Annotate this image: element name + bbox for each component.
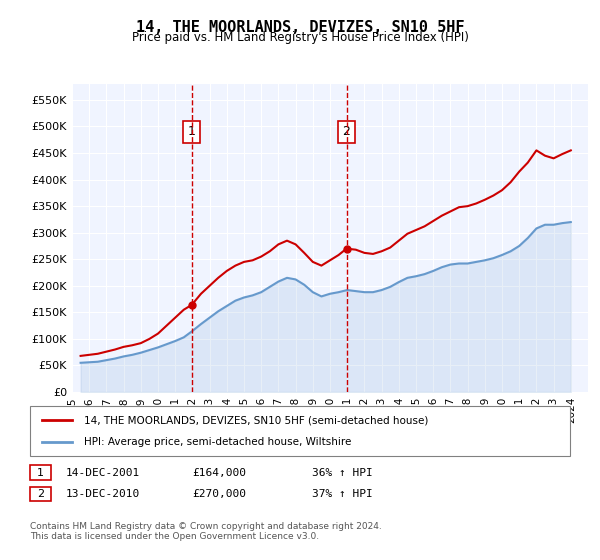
Text: 36% ↑ HPI: 36% ↑ HPI bbox=[312, 468, 373, 478]
Text: 2: 2 bbox=[343, 125, 350, 138]
Text: 1: 1 bbox=[37, 468, 44, 478]
Text: HPI: Average price, semi-detached house, Wiltshire: HPI: Average price, semi-detached house,… bbox=[84, 437, 352, 447]
Text: £270,000: £270,000 bbox=[192, 489, 246, 499]
Text: 37% ↑ HPI: 37% ↑ HPI bbox=[312, 489, 373, 499]
Text: 1: 1 bbox=[188, 125, 196, 138]
Text: 2: 2 bbox=[37, 489, 44, 499]
Text: 14-DEC-2001: 14-DEC-2001 bbox=[66, 468, 140, 478]
Text: 14, THE MOORLANDS, DEVIZES, SN10 5HF (semi-detached house): 14, THE MOORLANDS, DEVIZES, SN10 5HF (se… bbox=[84, 415, 428, 425]
Text: £164,000: £164,000 bbox=[192, 468, 246, 478]
Text: Price paid vs. HM Land Registry's House Price Index (HPI): Price paid vs. HM Land Registry's House … bbox=[131, 31, 469, 44]
Text: 14, THE MOORLANDS, DEVIZES, SN10 5HF: 14, THE MOORLANDS, DEVIZES, SN10 5HF bbox=[136, 20, 464, 35]
Text: 13-DEC-2010: 13-DEC-2010 bbox=[66, 489, 140, 499]
Text: Contains HM Land Registry data © Crown copyright and database right 2024.
This d: Contains HM Land Registry data © Crown c… bbox=[30, 522, 382, 542]
